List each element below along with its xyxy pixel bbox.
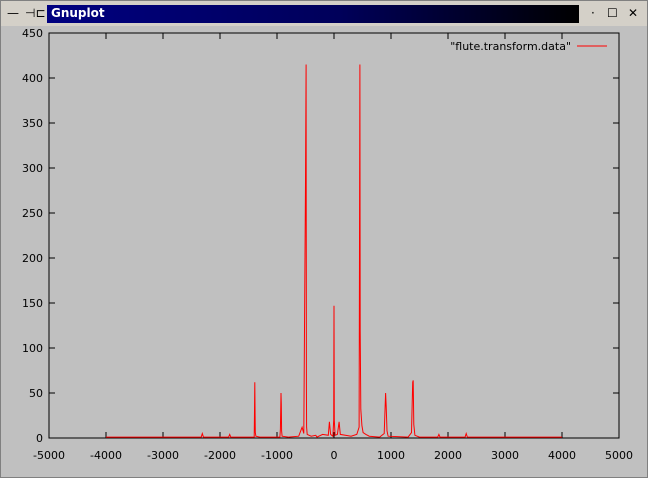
x-tick-label: 0 [331,449,338,462]
x-tick-label: 2000 [434,449,462,462]
window-title: Gnuplot [51,6,105,20]
y-tick-label: 0 [36,432,43,445]
y-tick-label: 100 [22,342,43,355]
maximize-icon[interactable]: ☐ [607,6,618,20]
x-tick-label: -2000 [204,449,236,462]
x-tick-label: -4000 [90,449,122,462]
x-tick-label: -5000 [33,449,65,462]
y-tick-label: 300 [22,162,43,175]
shade-icon[interactable]: · [591,6,595,20]
y-tick-label: 350 [22,117,43,130]
x-tick-label: 1000 [377,449,405,462]
x-tick-label: 3000 [491,449,519,462]
y-tick-label: 50 [29,387,43,400]
y-tick-label: 450 [22,27,43,40]
x-tick-label: -3000 [147,449,179,462]
close-icon[interactable]: ✕ [628,6,639,20]
series-line [106,64,562,438]
window-menu-icon[interactable]: — [7,6,19,20]
y-tick-label: 150 [22,297,43,310]
y-tick-label: 400 [22,72,43,85]
x-tick-label: 5000 [605,449,633,462]
x-tick-label: 4000 [548,449,576,462]
title-bar[interactable]: — ⊣⊏ Gnuplot · ☐ ✕ [1,1,647,26]
plot-area: 0 50 100 150 200 250 300 350 400 450 -5000 -4000 -30… [1,26,647,478]
title-area[interactable]: Gnuplot [47,5,579,23]
y-tick-label: 200 [22,252,43,265]
y-tick-label: 250 [22,207,43,220]
pin-icon[interactable]: ⊣⊏ [25,6,46,20]
x-tick-label: -1000 [261,449,293,462]
legend-label: "flute.transform.data" [450,40,571,53]
chart-svg: 0 50 100 150 200 250 300 350 400 450 -5000 -4000 -30… [22,27,633,462]
